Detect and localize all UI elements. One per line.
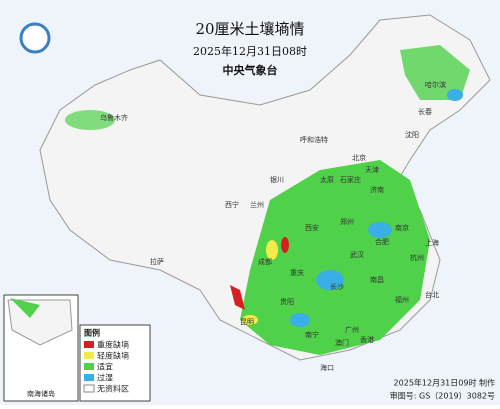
- city: 北京: [352, 153, 366, 162]
- inset-label: 南海诸岛: [27, 389, 55, 398]
- city: 沈阳: [405, 130, 419, 139]
- wet-area: [368, 222, 392, 238]
- city: 南京: [395, 223, 409, 232]
- legend-swatch: [83, 384, 95, 393]
- city: 福州: [395, 295, 409, 304]
- legend-swatch: [84, 352, 94, 359]
- legend-label: 适宜: [97, 362, 113, 372]
- legend-label: 轻度缺墒: [97, 351, 129, 361]
- light-drought: [242, 315, 258, 325]
- city: 上海: [425, 238, 439, 247]
- legend-label: 过湿: [97, 373, 113, 383]
- logo: [19, 22, 51, 54]
- inset: 南海诸岛: [3, 294, 79, 402]
- severe-drought: [230, 285, 245, 310]
- city: 西安: [305, 223, 319, 232]
- legend-title: 图例: [84, 328, 100, 338]
- city: 广州: [345, 325, 359, 334]
- approval-number: 审图号: GS（2019）3082号: [390, 391, 495, 401]
- city: 呼和浩特: [300, 135, 328, 144]
- light-drought: [266, 240, 278, 260]
- city: 天津: [365, 166, 379, 174]
- suitable-area-ne: [400, 45, 470, 100]
- city: 西宁: [225, 200, 239, 209]
- city: 重庆: [290, 268, 304, 277]
- city: 石家庄: [340, 175, 361, 184]
- inset-suitable: [10, 298, 40, 318]
- city: 银川: [270, 175, 284, 184]
- city: 哈尔滨: [425, 80, 446, 89]
- legend-label: 重度缺墒: [97, 340, 129, 350]
- title: 20厘米土壤墒情: [195, 20, 304, 38]
- wet-area: [316, 270, 344, 290]
- city: 太原: [320, 175, 334, 184]
- city: 济南: [370, 185, 384, 194]
- made-time: 2025年12月31日09时 制作: [394, 378, 495, 388]
- severe-drought: [281, 237, 289, 253]
- city: 昆明: [240, 318, 254, 326]
- city: 台北: [425, 290, 439, 299]
- suitable-area: [240, 160, 430, 355]
- city: 成都: [258, 257, 272, 266]
- legend-swatch: [84, 374, 94, 381]
- suitable-area-xj: [65, 110, 115, 130]
- city: 贵阳: [280, 297, 294, 306]
- wet-area: [447, 89, 463, 101]
- city: 兰州: [250, 200, 264, 209]
- legend-swatch: [84, 341, 94, 348]
- city-labels: 北京 天津 上海 广州 香港 澳门 台北 昆明 成都 重庆 西安 郑州 武汉 长…: [100, 80, 446, 372]
- wet-area: [290, 313, 310, 327]
- legend-swatch: [84, 363, 94, 370]
- city: 南宁: [305, 330, 319, 339]
- city: 武汉: [350, 250, 364, 259]
- time: 2025年12月31日08时: [193, 44, 307, 58]
- city: 拉萨: [150, 257, 164, 266]
- city: 乌鲁木齐: [100, 113, 128, 122]
- city: 合肥: [375, 237, 389, 246]
- city: 南昌: [370, 275, 384, 284]
- legend: 图例 重度缺墒 轻度缺墒 适宜 过湿 无资料区: [79, 324, 151, 402]
- source: 中央气象台: [223, 63, 278, 77]
- city: 长春: [418, 107, 432, 116]
- city: 香港: [360, 335, 374, 344]
- city: 长沙: [330, 282, 344, 291]
- city: 海口: [320, 363, 334, 372]
- legend-label: 无资料区: [97, 384, 129, 394]
- city: 杭州: [410, 253, 424, 262]
- city: 郑州: [340, 218, 354, 226]
- city: 澳门: [335, 338, 349, 347]
